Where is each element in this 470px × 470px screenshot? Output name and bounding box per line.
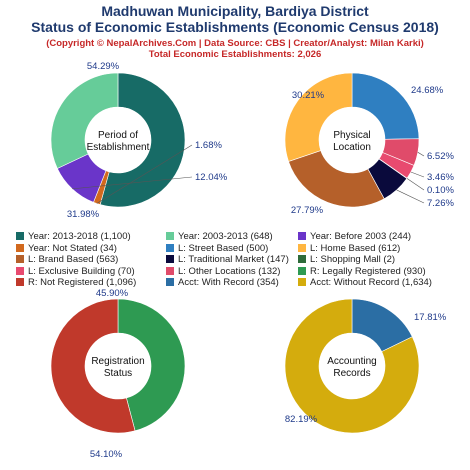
slice-percent-label: 54.29% — [87, 61, 120, 72]
label-leader-line — [410, 171, 425, 178]
legend-swatch — [166, 255, 174, 264]
donut-hole — [85, 333, 151, 399]
legend-label: L: Street Based (500) — [178, 242, 269, 254]
legend-label: R: Legally Registered (930) — [310, 265, 426, 277]
donut-center-label: Physical — [333, 130, 370, 141]
legend-item: Year: 2003-2013 (648) — [166, 231, 273, 242]
legend-item: L: Shopping Mall (2) — [298, 254, 395, 265]
label-leader-line — [406, 178, 425, 191]
legend-item: Year: 2013-2018 (1,100) — [16, 231, 131, 242]
slice-percent-label: 0.10% — [427, 185, 454, 196]
slice-percent-label: 31.98% — [67, 209, 100, 220]
slice-percent-label: 17.81% — [414, 312, 447, 323]
legend-label: L: Exclusive Building (70) — [28, 265, 135, 277]
chart-title: Madhuwan Municipality, Bardiya District — [101, 3, 369, 19]
legend-item: Year: Not Stated (34) — [16, 243, 117, 254]
slice-percent-label: 24.68% — [411, 85, 444, 96]
legend-swatch — [16, 232, 24, 240]
donut-center-label: Location — [333, 142, 371, 153]
legend-swatch — [16, 243, 24, 252]
legend-item: L: Exclusive Building (70) — [16, 266, 135, 277]
donut-center-label: Establishment — [87, 142, 150, 153]
chart-subtitle: Status of Economic Establishments (Econo… — [31, 19, 439, 35]
legend-label: R: Not Registered (1,096) — [28, 277, 137, 289]
legend-item: L: Traditional Market (147) — [166, 254, 289, 265]
slice-percent-label: 30.21% — [292, 90, 325, 101]
slice-percent-label: 6.52% — [427, 151, 454, 162]
label-leader-line — [396, 189, 425, 204]
legend-label: L: Brand Based (563) — [28, 254, 119, 266]
legend-item: R: Not Registered (1,096) — [16, 277, 136, 288]
legend-swatch — [298, 278, 306, 287]
legend-label: Year: 2003-2013 (648) — [178, 231, 273, 242]
legend-label: Acct: Without Record (1,634) — [310, 277, 432, 289]
donut-hole — [319, 107, 385, 173]
legend-swatch — [16, 255, 24, 264]
legend-item: L: Street Based (500) — [166, 243, 268, 254]
legend-label: Year: Before 2003 (244) — [310, 231, 412, 242]
copyright-note: (Copyright © NepalArchives.Com | Data So… — [46, 38, 424, 49]
slice-percent-label: 27.79% — [291, 205, 324, 216]
legend-swatch — [166, 243, 174, 252]
legend-label: Year: 2013-2018 (1,100) — [28, 231, 131, 242]
legend-item: R: Legally Registered (930) — [298, 266, 426, 277]
legend-swatch — [298, 232, 306, 240]
slice-percent-label: 45.90% — [96, 288, 129, 299]
donut-center-label: Accounting — [327, 356, 376, 367]
donut-center-label: Period of — [98, 130, 138, 141]
legend-swatch — [16, 278, 24, 287]
legend-label: Year: Not Stated (34) — [28, 242, 117, 254]
donut-center-label: Status — [104, 368, 132, 379]
slice-percent-label: 12.04% — [195, 172, 228, 183]
legend-label: L: Shopping Mall (2) — [310, 254, 396, 266]
legend-item: L: Home Based (612) — [298, 243, 400, 254]
slice-percent-label: 54.10% — [90, 449, 123, 460]
legend-swatch — [166, 278, 174, 287]
slice-percent-label: 82.19% — [285, 414, 318, 425]
legend-label: L: Other Locations (132) — [178, 265, 281, 277]
label-leader-line — [72, 176, 193, 190]
donut-hole — [319, 333, 385, 399]
total-establishments: Total Economic Establishments: 2,026 — [148, 49, 322, 60]
label-leader-line — [417, 152, 425, 157]
legend-swatch — [166, 232, 174, 240]
legend-label: L: Home Based (612) — [310, 242, 401, 254]
legend-item: Acct: With Record (354) — [166, 277, 279, 288]
donut-center-label: Records — [333, 368, 370, 379]
legend-swatch — [166, 266, 174, 275]
legend-item: L: Brand Based (563) — [16, 254, 118, 265]
slice-percent-label: 3.46% — [427, 172, 454, 183]
slice-percent-label: 1.68% — [195, 140, 222, 151]
donut-center-label: Registration — [91, 356, 144, 367]
legend-label: L: Traditional Market (147) — [178, 254, 289, 266]
legend-swatch — [298, 243, 306, 252]
legend-item: L: Other Locations (132) — [166, 266, 280, 277]
legend-swatch — [16, 266, 24, 275]
slice-percent-label: 7.26% — [427, 198, 454, 209]
donut-hole — [85, 107, 151, 173]
legend-item: Year: Before 2003 (244) — [298, 231, 411, 242]
legend-swatch — [298, 266, 306, 275]
legend-swatch — [298, 255, 306, 264]
label-leader-line — [96, 144, 193, 204]
legend-item: Acct: Without Record (1,634) — [298, 277, 432, 288]
legend-label: Acct: With Record (354) — [178, 277, 279, 289]
